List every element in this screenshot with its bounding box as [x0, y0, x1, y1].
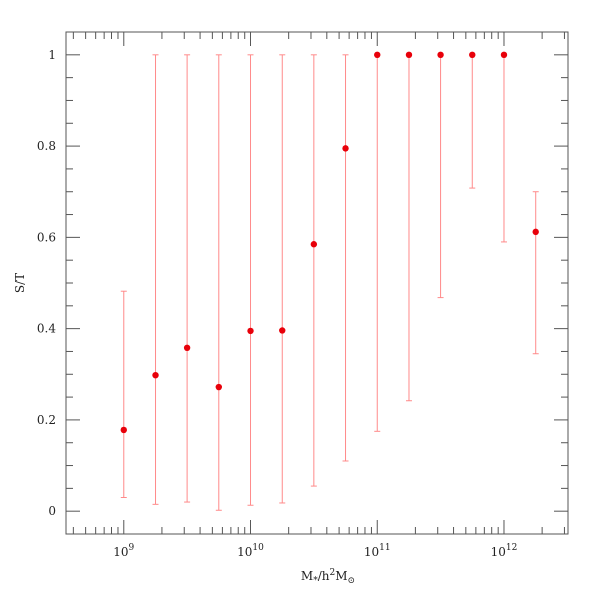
data-point — [469, 51, 476, 59]
axis-ticks — [66, 31, 568, 535]
data-point — [247, 327, 254, 335]
data-point — [215, 383, 222, 391]
data-point — [183, 344, 191, 352]
y-tick-label: 0.2 — [37, 413, 56, 427]
data-points — [120, 51, 539, 434]
y-tick-label: 0 — [48, 504, 56, 518]
x-tick-label: 1012 — [491, 543, 518, 559]
y-tick-label: 1 — [48, 48, 56, 62]
x-tick-labels: 109 1010 1011 1012 — [113, 543, 517, 559]
data-point — [120, 426, 127, 434]
x-axis-label: M*/h2M⊙ — [301, 568, 355, 586]
data-point — [310, 241, 318, 248]
chart-frame — [65, 31, 569, 535]
data-point — [152, 371, 159, 379]
y-tick-labels: 0 0.2 0.4 0.6 0.8 1 — [37, 48, 56, 518]
data-point — [500, 51, 508, 59]
data-point — [279, 327, 286, 334]
data-point — [342, 145, 349, 152]
x-tick-label: 1010 — [237, 543, 264, 559]
data-point — [437, 51, 444, 59]
data-point — [374, 51, 381, 59]
x-tick-label: 1011 — [364, 543, 391, 559]
y-tick-label: 0.8 — [37, 139, 56, 153]
y-tick-label: 0.4 — [37, 322, 56, 336]
y-tick-label: 0.6 — [37, 230, 56, 244]
error-bars — [120, 54, 539, 511]
data-point — [405, 51, 413, 59]
y-axis-label: S/T — [13, 273, 27, 293]
x-tick-label: 109 — [113, 543, 134, 559]
data-point — [532, 228, 539, 236]
